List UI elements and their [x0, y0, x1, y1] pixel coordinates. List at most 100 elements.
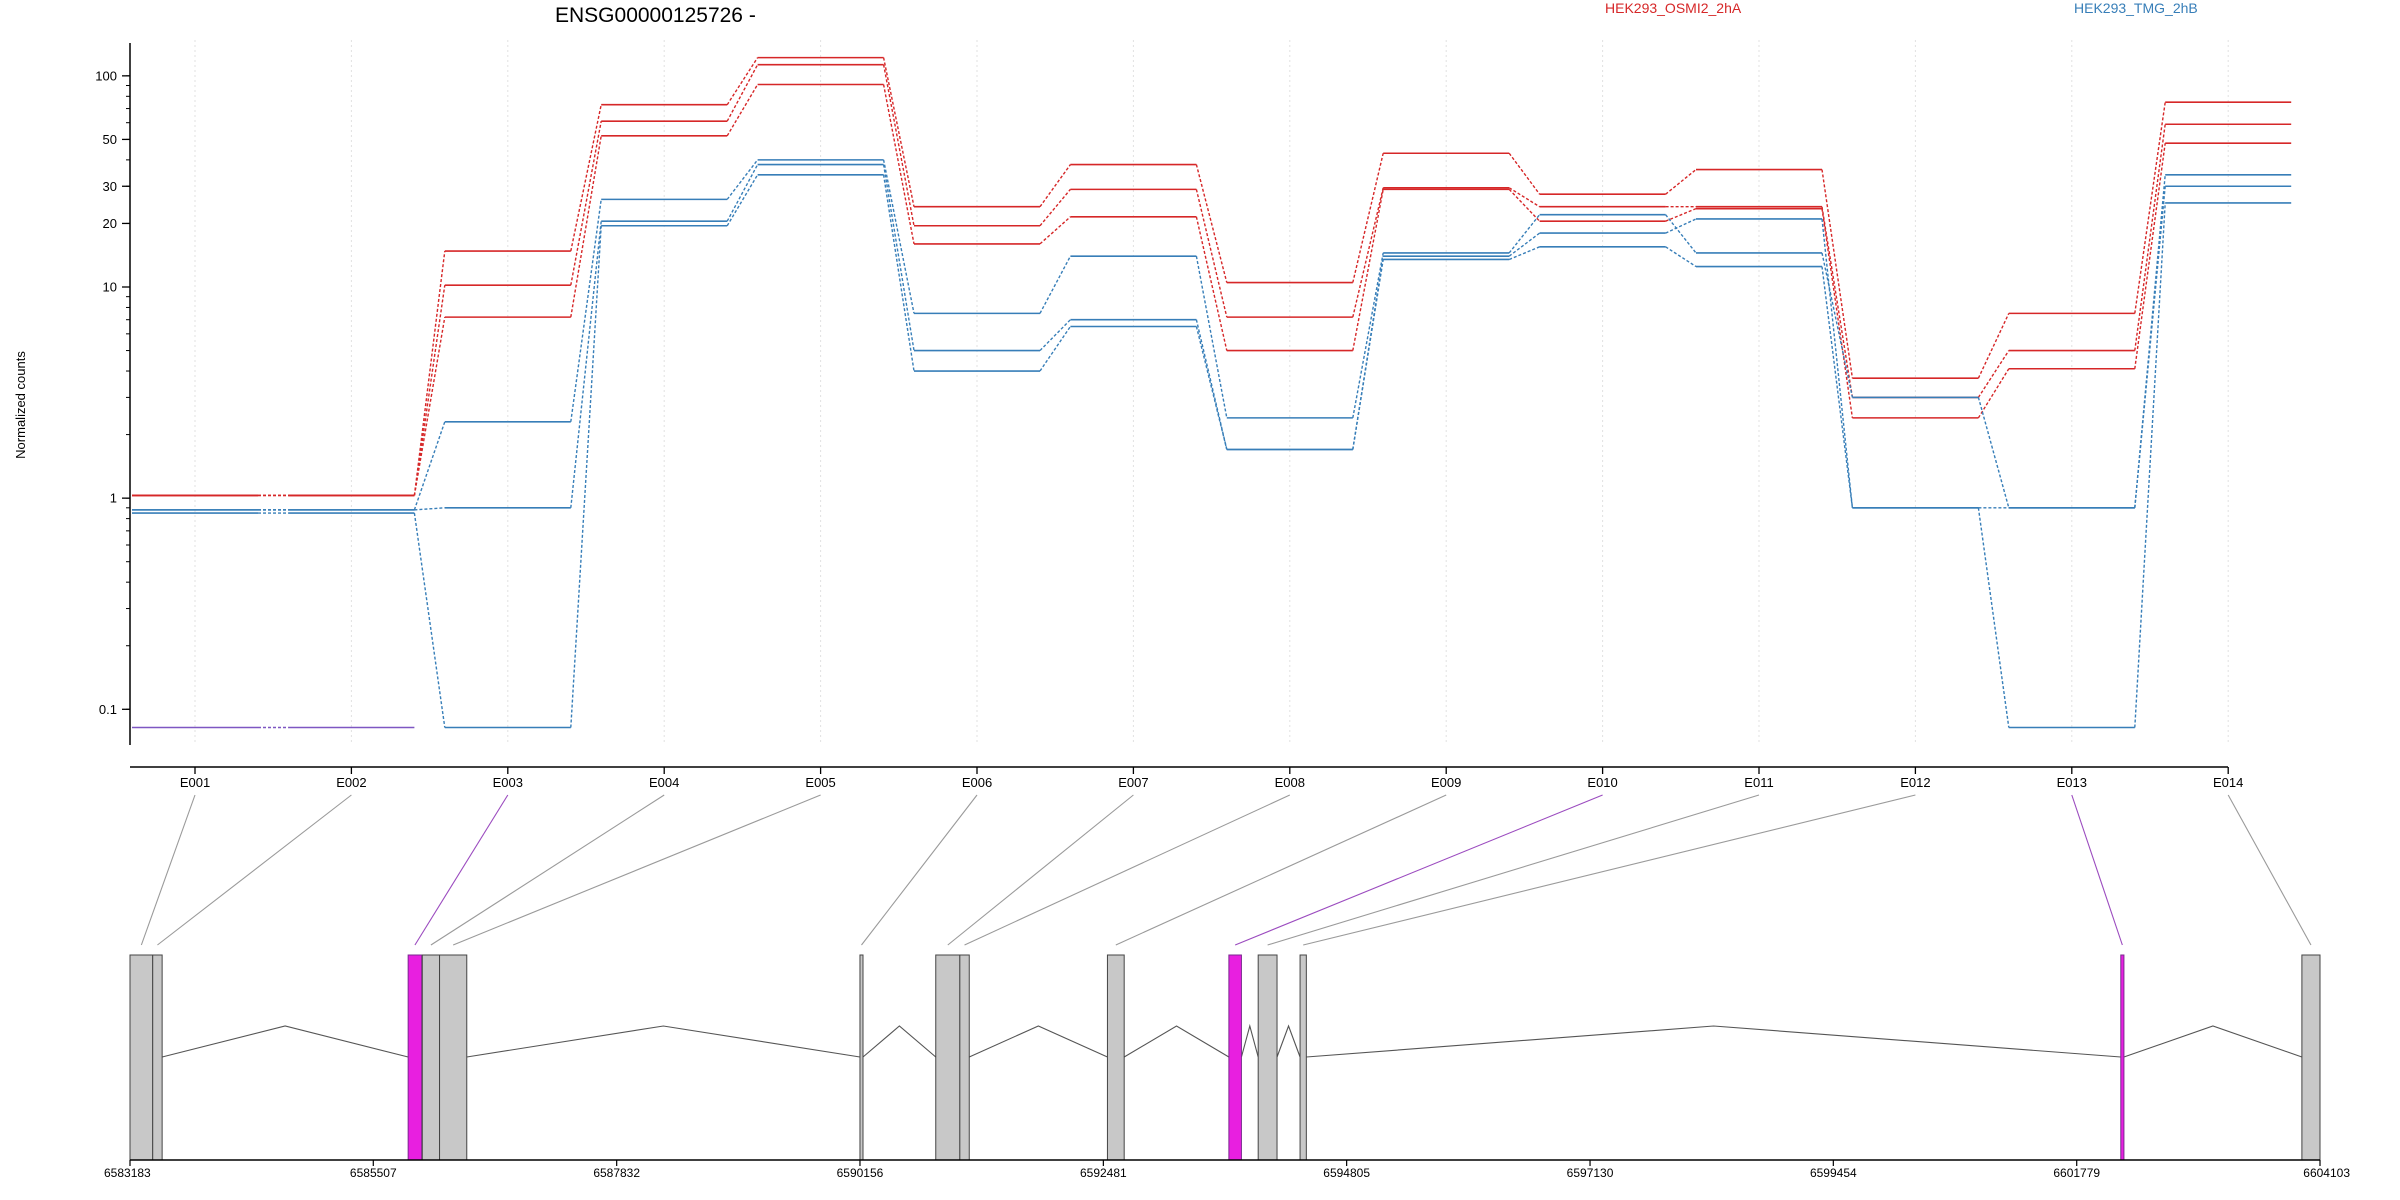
- series-3-connector: [1195, 216, 1228, 351]
- connector-e003: [414, 794, 509, 946]
- x-tick-label-e001: E001: [180, 775, 210, 790]
- series-6: [132, 173, 2292, 729]
- exon-box-e008: [959, 954, 970, 1161]
- exon-connectors: [140, 794, 2312, 946]
- intron-2: [162, 1025, 409, 1058]
- series-3-connector: [1352, 189, 1384, 351]
- series-1-connector: [2134, 102, 2166, 314]
- connector-e011: [1267, 794, 1760, 946]
- x-tick-label-e002: E002: [336, 775, 366, 790]
- genomic-tick-label: 6601779: [2053, 1166, 2100, 1180]
- intron-12: [1306, 1025, 2121, 1058]
- connector-e007: [947, 794, 1134, 946]
- series-5-connector: [1508, 232, 1541, 257]
- legend-label-tmg: HEK293_TMG_2hB: [2074, 0, 2198, 16]
- series-4: [132, 159, 2292, 511]
- exon-box-e001: [129, 954, 154, 1161]
- series-5-connector: [1821, 218, 1854, 508]
- series-2-connector: [882, 64, 915, 226]
- series-3-connector: [1039, 216, 1071, 245]
- connector-e001: [140, 794, 196, 946]
- exon-box-e005: [439, 954, 468, 1161]
- exon-box-e009: [1106, 954, 1125, 1161]
- exon-box-e012: [1299, 954, 1307, 1161]
- connector-e012: [1303, 794, 1916, 946]
- series-6-connector: [1665, 246, 1697, 268]
- series-4-connector: [1352, 252, 1384, 418]
- connector-e014: [2227, 794, 2312, 946]
- exon-box-e002: [152, 954, 163, 1161]
- series-4-connector: [1665, 214, 1697, 254]
- series-4-connector: [1508, 214, 1541, 254]
- y-tick-label: 0.1: [99, 702, 117, 717]
- series-1-connector: [413, 250, 446, 496]
- series-1: [132, 56, 2292, 497]
- connector-e002: [157, 794, 352, 946]
- series-3-connector: [1977, 368, 2010, 419]
- genomic-tick-label: 6594805: [1323, 1166, 1370, 1180]
- series-2-connector: [570, 121, 602, 286]
- genomic-tick-label: 6587832: [593, 1166, 640, 1180]
- series-5-connector: [882, 164, 915, 351]
- series-6-connector: [1195, 326, 1228, 450]
- exon-box-e011: [1257, 954, 1278, 1161]
- series-1-connector: [882, 57, 915, 207]
- series-1-connector: [1821, 169, 1854, 379]
- y-axis-label: Normalized counts: [13, 351, 28, 459]
- series-5-connector: [2134, 186, 2166, 508]
- series-1-connector: [1977, 313, 2010, 379]
- intron-5: [466, 1025, 861, 1058]
- series-3-connector: [1821, 208, 1854, 418]
- series-6-connector: [1508, 246, 1540, 261]
- intron-6: [862, 1025, 937, 1058]
- genomic-tick-label: 6597130: [1567, 1166, 1614, 1180]
- series-3: [132, 83, 2292, 497]
- series-6-connector: [1352, 259, 1384, 450]
- x-tick-label-e006: E006: [962, 775, 992, 790]
- series-5-connector: [570, 221, 602, 508]
- series-2-connector: [1352, 187, 1384, 318]
- series-6-connector: [1821, 266, 1854, 508]
- series-4-connector: [726, 159, 759, 200]
- x-tick-label-e011: E011: [1744, 775, 1773, 790]
- y-tick-label: 20: [103, 216, 117, 231]
- series-3-connector: [570, 135, 602, 318]
- exon-box-e004: [421, 954, 441, 1161]
- gene-model: [129, 954, 2321, 1161]
- legend-label-osmi2: HEK293_OSMI2_2hA: [1605, 0, 1742, 16]
- series-1-connector: [1039, 164, 1071, 208]
- exon-box-e010: [1228, 954, 1242, 1161]
- series-2-connector: [1195, 189, 1228, 318]
- series-4-connector: [1039, 255, 1072, 314]
- intron-11: [1276, 1024, 1301, 1058]
- series-4-connector: [413, 421, 446, 511]
- series-3-connector: [1665, 208, 1697, 222]
- series-4-connector: [882, 159, 915, 314]
- y-tick-label: 50: [103, 132, 117, 147]
- series-2-connector: [726, 64, 759, 122]
- exon-box-e007: [935, 954, 961, 1161]
- series-5-connector: [414, 507, 445, 511]
- series-2-connector: [1508, 187, 1540, 208]
- y-tick-label: 30: [103, 179, 117, 194]
- exon-box-e003: [407, 954, 423, 1161]
- x-tick-label-e005: E005: [805, 775, 835, 790]
- series-6-connector: [882, 174, 915, 372]
- x-tick-label-e013: E013: [2057, 775, 2087, 790]
- exon-box-e014: [2301, 954, 2321, 1161]
- x-tick-label-e007: E007: [1118, 775, 1148, 790]
- series-6-connector: [413, 512, 446, 728]
- series-2-connector: [2134, 124, 2166, 351]
- x-tick-label-e009: E009: [1431, 775, 1461, 790]
- genomic-tick-label: 6585507: [350, 1166, 397, 1180]
- series-6-connector: [570, 225, 602, 728]
- y-axis: 0.1 1 10 20 30 50 100: [95, 43, 131, 745]
- series-2-connector: [1977, 350, 2010, 398]
- series-lines: [132, 56, 2292, 729]
- grid: [194, 40, 2229, 745]
- series-5-connector: [726, 164, 759, 222]
- series-6-connector: [1977, 507, 2010, 728]
- y-tick-label: 100: [95, 68, 117, 83]
- connector-e005: [452, 794, 821, 946]
